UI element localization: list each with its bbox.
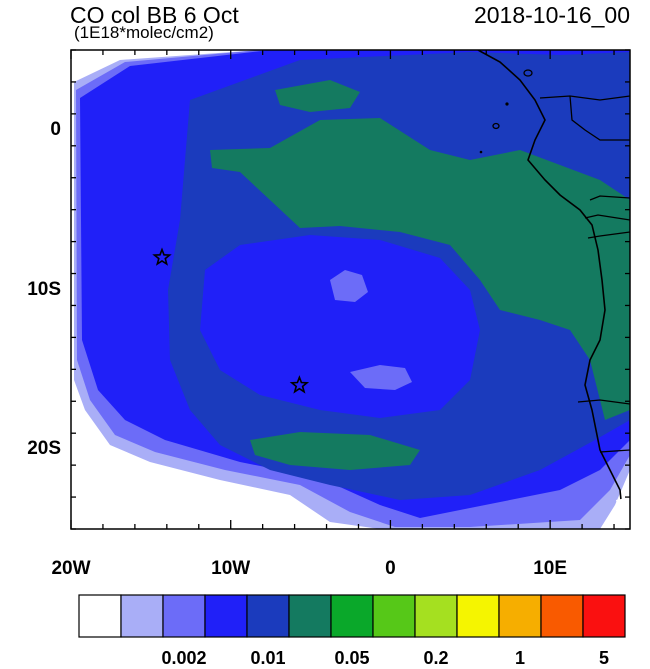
land-white-patch [616,498,630,529]
colorbar-swatch [120,594,164,638]
colorbar-label: 0.002 [161,648,207,668]
star-2-marker [289,375,310,394]
island-saotome [492,122,500,130]
colorbar-label: 5 [598,648,610,668]
contour-fields [71,50,630,529]
star-1-marker [152,247,172,266]
colorbar-swatch [330,594,374,638]
colorbar-swatch [456,594,500,638]
contour-teal [210,118,630,420]
star-markers [152,247,310,394]
x-tick-label: 0 [385,558,396,579]
contour-inner-blue [200,235,480,418]
y-tick-label: 10S [27,278,61,300]
island-annobon [479,150,483,154]
colorbar-swatch [414,594,458,638]
island-principe [505,102,509,106]
colorbar-swatch [540,594,584,638]
colorbar [78,594,626,638]
colorbar-label: 0.01 [250,648,286,668]
y-tick-label: 20S [27,438,61,460]
contour-teal-north [275,80,360,112]
colorbar-swatch [78,594,122,638]
units-label: (1E18*molec/cm2) [74,23,214,42]
colorbar-swatch [582,594,626,638]
island-bioko [523,69,533,77]
contour-teal-south [250,432,420,470]
colorbar-swatch [204,594,248,638]
valid-time: 2018-10-16_00 [473,2,630,28]
colorbar-label: 0.05 [334,648,370,668]
colorbar-swatch [498,594,542,638]
colorbar-label: 1 [514,648,526,668]
axis-ticks [70,49,630,530]
x-tick-label: 10E [533,558,568,579]
chart-title: CO col BB 6 Oct [70,2,239,28]
colorbar-swatch [246,594,290,638]
x-tick-label: 10W [211,558,251,579]
contour-patch-2 [350,365,412,390]
colorbar-label: 0.2 [423,648,449,668]
land-africa [477,50,627,529]
x-tick-label: 20W [51,558,91,579]
border-lines [539,95,630,453]
colorbar-swatch [162,594,206,638]
plot-frame [70,49,631,530]
colorbar-swatch [288,594,332,638]
y-tick-label: 0 [50,118,61,140]
contour-patch-1 [330,270,368,302]
colorbar-swatch [372,594,416,638]
